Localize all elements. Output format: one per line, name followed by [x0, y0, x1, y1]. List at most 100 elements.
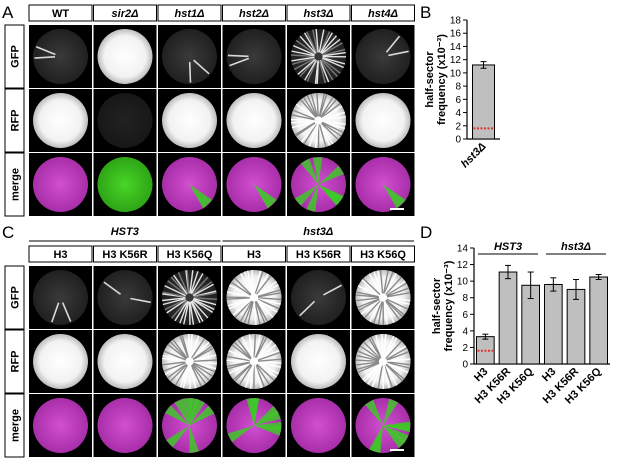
- sector-streak: [385, 299, 405, 316]
- sector-streak: [385, 363, 403, 382]
- sector-streak: [355, 294, 379, 298]
- sector-streak: [174, 300, 188, 322]
- column-header-box: [157, 245, 222, 263]
- row-label-box: [4, 88, 25, 153]
- sector-streak: [386, 362, 409, 374]
- sector-streak: [193, 292, 217, 298]
- colony-tile: [222, 25, 286, 88]
- sector-streak: [164, 362, 187, 375]
- sector-streak: [385, 35, 401, 53]
- sector-streak: [257, 299, 278, 313]
- sector-streak: [299, 59, 317, 78]
- sector-streak: [321, 57, 344, 69]
- row-label: RFP: [10, 110, 22, 132]
- y-tick-label: 18: [450, 16, 462, 27]
- sector-streak: [356, 362, 380, 371]
- colony-tile: [351, 25, 415, 88]
- sector-streak: [163, 362, 186, 372]
- panel-letter-a: A: [2, 3, 14, 22]
- bar-chart-d: 0 2 4 6 8 10 12 14 half-sector frequency (x10⁻³) H…: [431, 241, 610, 407]
- colony: [226, 93, 282, 148]
- sector-streak: [234, 277, 252, 296]
- colony-tile: [287, 266, 350, 329]
- sector-streak: [246, 270, 254, 294]
- colony: [97, 270, 153, 325]
- column-header: H3: [53, 249, 67, 261]
- colony: [97, 29, 153, 84]
- sector-streak: [383, 365, 390, 389]
- sector-streak: [388, 50, 409, 57]
- colony-tile: [158, 153, 221, 216]
- sector-streak: [177, 272, 189, 295]
- sector-streak: [383, 270, 389, 294]
- sector-streak: [383, 335, 395, 358]
- sector-streak: [322, 48, 346, 57]
- sector-streak: [318, 124, 327, 148]
- sector-streak: [306, 59, 318, 82]
- sector-streak: [190, 301, 201, 324]
- green-sector: [254, 184, 277, 209]
- sector-streak: [167, 343, 187, 360]
- sector-streak: [386, 361, 410, 369]
- sector-streak: [163, 350, 186, 361]
- sector-streak: [386, 287, 410, 297]
- colony: [226, 29, 282, 84]
- row-label-box: [4, 393, 25, 458]
- sector-streak: [248, 334, 254, 358]
- sector-streak: [192, 283, 214, 297]
- green-sector: [306, 184, 319, 212]
- colony-tile: [158, 25, 221, 88]
- colony: [162, 270, 217, 325]
- sector-streak: [190, 271, 199, 294]
- sector-streak: [181, 334, 190, 358]
- sector-streak: [190, 300, 204, 322]
- sector-streak: [164, 298, 187, 311]
- sector-streak: [256, 363, 277, 378]
- green-sector: [300, 158, 319, 185]
- sector-streak: [386, 297, 410, 306]
- sector-streak: [321, 121, 344, 134]
- group-label: hst3Δ: [303, 226, 333, 238]
- colony-tile: [222, 266, 286, 329]
- colony: [33, 398, 88, 453]
- sector-streak: [319, 94, 328, 117]
- colony-tile: [351, 330, 415, 393]
- sector-streak: [320, 123, 334, 145]
- y-tick-label: 10: [450, 68, 462, 79]
- bar: [566, 288, 586, 365]
- sector-streak: [377, 301, 384, 325]
- sector-streak: [130, 297, 151, 304]
- sector-streak: [192, 347, 214, 361]
- y-axis-label: half-sector: [424, 51, 436, 108]
- colony: [97, 398, 153, 453]
- sector-streak: [258, 297, 282, 301]
- y-tick-label: 4: [455, 108, 461, 119]
- column-header-box: [222, 245, 286, 263]
- green-sector: [383, 425, 406, 448]
- sector-streak: [257, 362, 280, 375]
- sector-streak: [384, 364, 398, 386]
- sector-streak: [294, 122, 316, 136]
- sector-streak: [306, 31, 318, 54]
- sector-streak: [371, 365, 383, 388]
- colony-tile: [29, 89, 92, 152]
- sector-streak: [228, 350, 251, 361]
- y-tick-label: 2: [455, 121, 461, 132]
- sector-streak: [385, 299, 404, 318]
- sector-streak: [244, 365, 254, 388]
- sector-streak: [373, 271, 383, 294]
- sector-streak: [318, 29, 325, 53]
- sector-streak: [379, 270, 384, 294]
- column-header-box: [351, 245, 415, 263]
- sector-streak: [254, 301, 261, 325]
- sector-streak: [322, 51, 346, 57]
- sector-streak: [295, 103, 316, 119]
- sector-streak: [321, 102, 341, 119]
- sector-streak: [226, 361, 251, 368]
- sector-streak: [228, 362, 251, 374]
- y-tick-label: 14: [457, 244, 469, 255]
- y-tick-label: 8: [455, 82, 461, 93]
- y-tick-label: 6: [462, 310, 468, 321]
- sector-streak: [226, 359, 250, 363]
